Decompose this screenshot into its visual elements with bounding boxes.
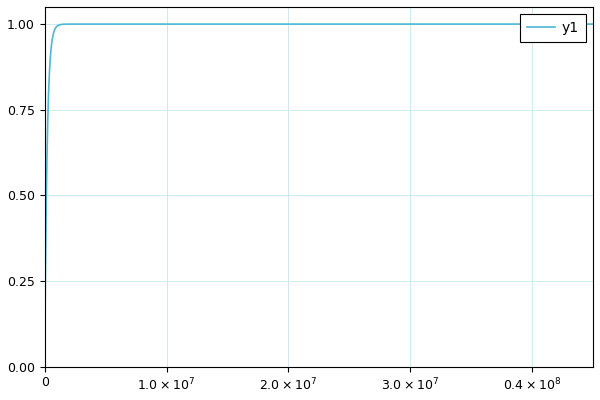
y1 — [451, 22, 458, 26]
y1 — [589, 22, 596, 26]
Legend: y1: y1 — [520, 14, 586, 42]
y1 — [398, 22, 405, 26]
y1 — [141, 22, 148, 26]
y1 — [251, 22, 258, 26]
y1 — [41, 364, 48, 369]
y1 — [133, 22, 140, 26]
Line: y1: y1 — [44, 24, 593, 367]
y1 — [370, 22, 377, 26]
y1 — [492, 22, 499, 26]
